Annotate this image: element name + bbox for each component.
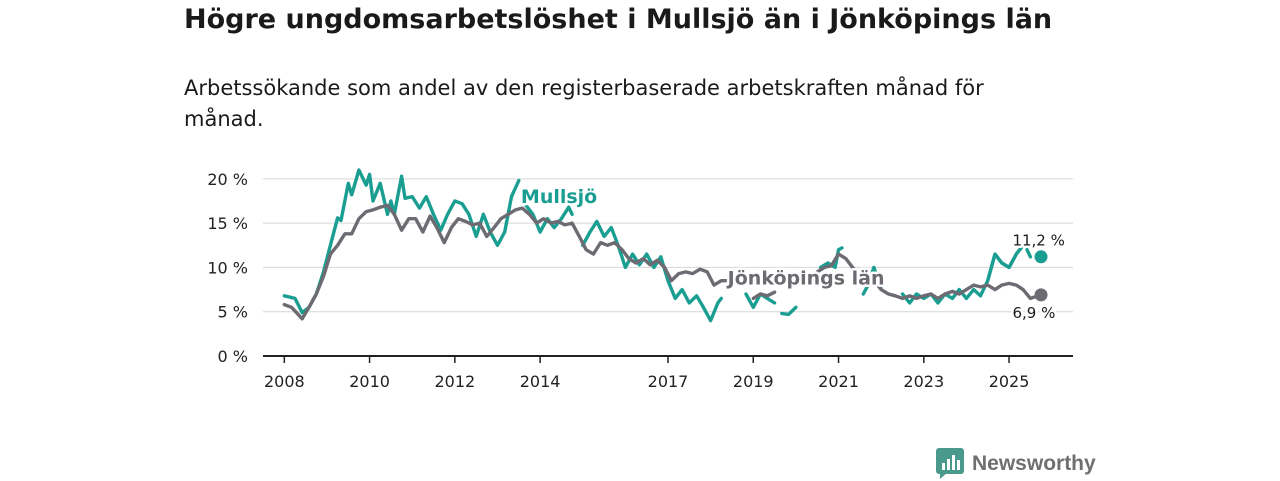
series-lines	[282, 168, 1043, 323]
series-label-jonkopings-lan: Jönköpings län	[726, 268, 885, 290]
series-labels: Mullsjö Jönköpings län 11,2 % 6,9 %	[518, 183, 1067, 324]
x-tick-label: 2014	[520, 372, 561, 391]
series-line-mullsjo	[861, 265, 883, 296]
y-axis-tick-labels: 0 % 5 % 10 % 15 % 20 %	[207, 170, 248, 366]
x-tick-label: 2023	[903, 372, 944, 391]
series-line-mullsjo	[818, 246, 844, 270]
series-line-mullsjo	[900, 243, 1025, 305]
x-tick-label: 2017	[648, 372, 689, 391]
series-line-mullsjo	[581, 219, 723, 323]
y-tick-label: 10 %	[207, 258, 248, 277]
end-value-label-mullsjo: 11,2 %	[1012, 232, 1064, 250]
series-line-mullsjo	[780, 305, 798, 317]
series-line-jonkopings-lan	[879, 281, 1043, 301]
newsworthy-brand: Newsworthy	[936, 447, 1096, 481]
x-tick-label: 2010	[349, 372, 390, 391]
series-line-jonkopings-lan	[751, 290, 777, 301]
series-line-jonkopings-lan	[282, 203, 731, 321]
x-axis-ticks: 2008 2010 2012 2014 2017 2019 2021 2023 2025	[264, 356, 1029, 391]
y-tick-label: 0 %	[218, 347, 248, 366]
end-value-label-jonkopings-lan: 6,9 %	[1012, 304, 1055, 322]
end-markers	[1034, 250, 1048, 302]
y-tick-label: 15 %	[207, 214, 248, 233]
newsworthy-logo-icon	[936, 448, 964, 479]
series-label-mullsjo: Mullsjö	[521, 186, 597, 208]
series-line-jonkopings-lan	[808, 252, 883, 292]
series-line-mullsjo	[986, 243, 1025, 283]
end-marker-jonkopings-lan	[1034, 288, 1048, 302]
x-tick-label: 2019	[733, 372, 774, 391]
x-tick-label: 2008	[264, 372, 305, 391]
x-tick-label: 2021	[818, 372, 859, 391]
chart-subtitle: Arbetssökande som andel av den registerb…	[184, 76, 984, 131]
series-line-mullsjo	[282, 168, 521, 315]
brand-name: Newsworthy	[972, 452, 1096, 475]
end-marker-mullsjo	[1034, 250, 1048, 264]
x-tick-label: 2025	[989, 372, 1030, 391]
y-tick-label: 20 %	[207, 170, 248, 189]
series-line-mullsjo	[1025, 248, 1033, 259]
x-tick-label: 2012	[434, 372, 475, 391]
y-tick-label: 5 %	[218, 303, 248, 322]
chart-title: Högre ungdomsarbetslöshet i Mullsjö än i…	[184, 4, 1053, 35]
